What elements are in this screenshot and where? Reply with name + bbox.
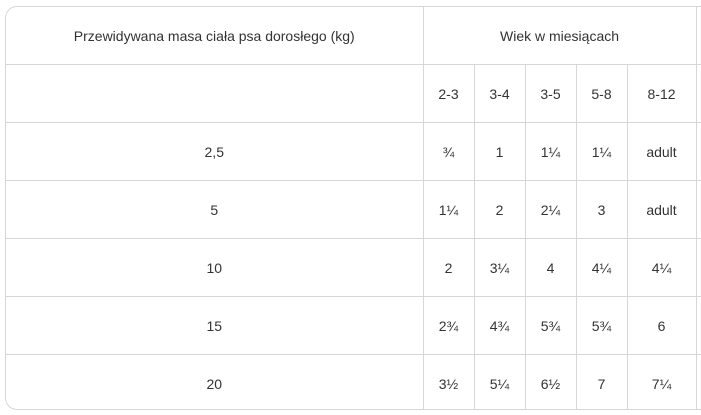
mass-cell: 15	[6, 296, 424, 355]
mass-cell: 2,5	[6, 122, 424, 181]
value-cell: 2¼	[525, 180, 577, 239]
value-cell: 7¼	[627, 354, 697, 409]
table-header-row: Przewidywana masa ciała psa dorosłego (k…	[6, 7, 701, 65]
row-spacer	[696, 238, 701, 297]
value-cell: 3½	[423, 354, 475, 409]
age-column-header: 3-4	[474, 64, 526, 123]
age-column-header: 3-5	[525, 64, 577, 123]
value-cell: 1	[474, 122, 526, 181]
row-spacer	[696, 355, 701, 410]
value-cell: 4¼	[576, 238, 628, 297]
value-cell: 5¾	[525, 296, 577, 355]
mass-cell: 5	[6, 180, 424, 239]
value-cell: 7	[576, 354, 628, 409]
row-spacer	[696, 296, 701, 355]
feeding-table-container: Przewidywana masa ciała psa dorosłego (k…	[5, 6, 701, 410]
header-age: Wiek w miesiącach	[423, 7, 697, 65]
value-cell: 4	[525, 238, 577, 297]
value-cell: 5¼	[474, 354, 526, 409]
value-cell: 4¾	[474, 296, 526, 355]
age-column-header: 5-8	[576, 64, 628, 123]
value-cell: 3	[576, 180, 628, 239]
value-cell: adult	[627, 180, 697, 239]
table-row: 20 3½ 5¼ 6½ 7 7¼	[6, 354, 701, 410]
table-row: 2,5 ¾ 1 1¼ 1¼ adult	[6, 122, 701, 181]
feeding-table: Przewidywana masa ciała psa dorosłego (k…	[6, 7, 701, 410]
age-column-header: 8-12	[627, 64, 697, 123]
value-cell: ¾	[423, 122, 475, 181]
value-cell: 3¼	[474, 238, 526, 297]
value-cell: 1¼	[576, 122, 628, 181]
table-row: 5 1¼ 2 2¼ 3 adult	[6, 180, 701, 239]
age-columns-spacer	[696, 64, 701, 123]
table-row: 10 2 3¼ 4 4¼ 4¼	[6, 238, 701, 297]
table-row: 15 2¾ 4¾ 5¾ 5¾ 6	[6, 296, 701, 355]
value-cell: adult	[627, 122, 697, 181]
age-columns-blank	[6, 64, 424, 123]
value-cell: 1¼	[423, 180, 475, 239]
age-column-header: 2-3	[423, 64, 475, 123]
value-cell: 6½	[525, 354, 577, 409]
value-cell: 6	[627, 296, 697, 355]
mass-cell: 20	[6, 354, 424, 409]
row-spacer	[696, 122, 701, 181]
value-cell: 4¼	[627, 238, 697, 297]
header-spacer	[696, 7, 701, 65]
mass-cell: 10	[6, 238, 424, 297]
value-cell: 2	[423, 238, 475, 297]
value-cell: 1¼	[525, 122, 577, 181]
value-cell: 5¾	[576, 296, 628, 355]
value-cell: 2	[474, 180, 526, 239]
age-columns-row: 2-3 3-4 3-5 5-8 8-12	[6, 64, 701, 123]
value-cell: 2¾	[423, 296, 475, 355]
row-spacer	[696, 180, 701, 239]
header-mass: Przewidywana masa ciała psa dorosłego (k…	[6, 7, 424, 65]
